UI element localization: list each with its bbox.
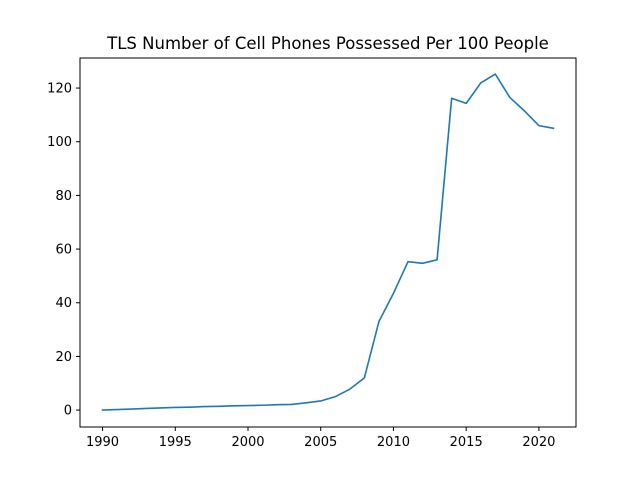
x-tick-label: 1995 <box>159 435 192 450</box>
y-tick-label: 20 <box>55 350 72 365</box>
series-line <box>101 73 555 411</box>
y-tick-label: 40 <box>55 296 72 311</box>
y-axis: 0 20 40 60 80 100 120 <box>47 82 80 419</box>
x-tick-label: 2020 <box>522 435 555 450</box>
y-tick-label: 100 <box>47 135 72 150</box>
plot-area <box>101 73 555 411</box>
y-tick-label: 80 <box>55 189 72 204</box>
y-tick-label: 60 <box>55 243 72 258</box>
y-tick-label: 0 <box>64 404 72 419</box>
axes-frame <box>79 57 577 428</box>
y-tick-label: 120 <box>47 82 72 97</box>
x-tick-label: 2005 <box>304 435 337 450</box>
x-tick-label: 1990 <box>86 435 119 450</box>
chart-title: TLS Number of Cell Phones Possessed Per … <box>106 34 549 53</box>
x-tick-label: 2000 <box>231 435 264 450</box>
x-axis: 1990 1995 2000 2005 2010 2015 2020 <box>86 427 555 450</box>
x-tick-label: 2010 <box>377 435 410 450</box>
x-tick-label: 2015 <box>450 435 483 450</box>
